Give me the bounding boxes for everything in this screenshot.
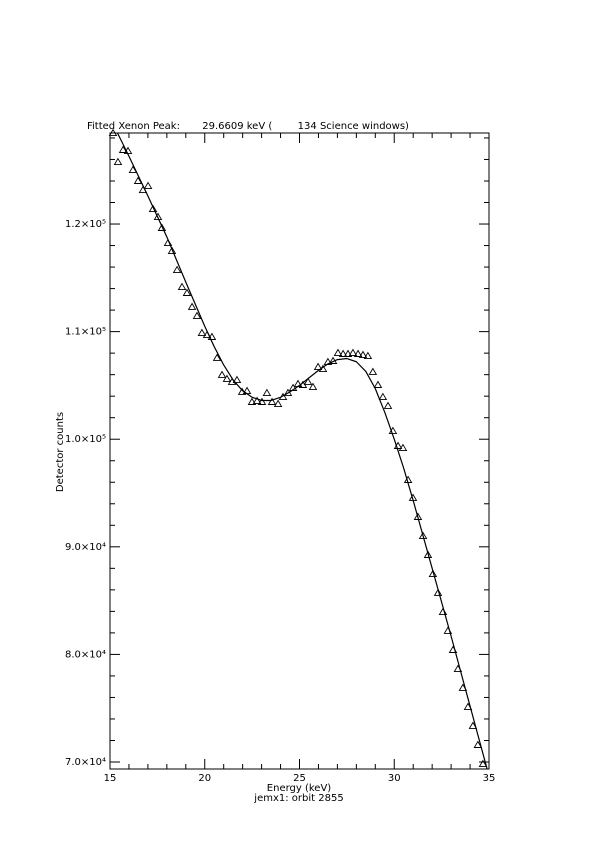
data-point [273,399,283,407]
data-point [222,374,232,382]
y-tick-label: 1.1×10⁵ [65,327,106,338]
y-tick-label: 1.0×10⁵ [65,434,106,445]
data-point [133,176,143,184]
data-point [167,246,177,254]
data-point [177,282,187,291]
data-point [423,550,433,558]
data-point [232,375,242,383]
data-point [378,392,388,400]
data-point [368,367,378,375]
data-point [148,204,158,213]
data-point [192,311,202,319]
data-point [267,397,277,405]
data-point [428,569,438,577]
data-point [383,401,393,409]
data-point [172,265,182,274]
data-point [108,128,118,137]
x-tick-label: 20 [198,773,211,784]
data-point [338,349,348,357]
y-tick-label: 8.0×10⁴ [65,649,106,660]
chart-title: Fitted Xenon Peak: 29.6609 keV ( 134 Sci… [87,121,409,132]
data-point [252,396,262,404]
data-point [212,353,222,361]
data-point [303,377,313,385]
data-point [182,288,192,296]
data-point [187,302,197,310]
subtitle: jemx1: orbit 2855 [253,793,343,804]
data-point [153,212,163,220]
data-point [353,349,363,357]
data-point [473,740,483,748]
data-point [197,328,207,336]
data-point [247,397,257,405]
data-point [207,332,217,340]
data-point [358,350,368,358]
data-point [262,388,272,397]
y-tick-label: 9.0×10⁴ [65,542,106,553]
x-tick-label: 30 [388,773,401,784]
data-point [468,721,478,729]
x-tick-label: 25 [293,773,306,784]
data-point [308,382,318,390]
data-point [373,380,383,388]
data-point [313,362,323,370]
x-tick-label: 35 [483,773,496,784]
data-point [143,181,153,189]
data-point [348,348,358,356]
data-point [478,759,488,768]
data-point [433,588,443,596]
data-point [217,370,227,378]
y-tick-label: 7.0×10⁴ [65,757,106,768]
x-axis-label: Energy (keV) [267,783,332,794]
data-point [343,349,353,357]
data-point [398,443,408,451]
y-axis-label: Detector counts [55,412,66,492]
fit-line [117,132,488,770]
data-point [113,157,123,166]
data-point [363,351,373,359]
data-point [118,145,128,153]
y-tick-label: 1.2×10⁵ [65,219,106,230]
data-point [157,223,167,231]
x-tick-label: 15 [104,773,117,784]
data-point [257,397,267,405]
data-point [418,531,428,540]
data-point [333,348,343,356]
